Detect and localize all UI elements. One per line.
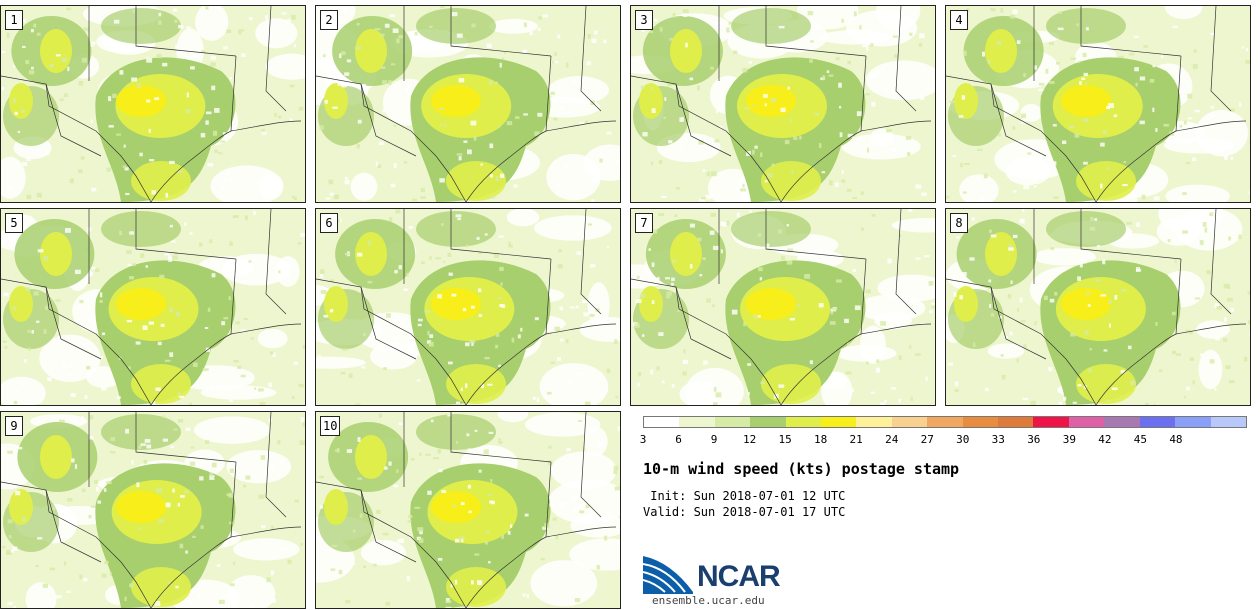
valid-time: Valid: Sun 2018-07-01 17 UTC [643,505,846,519]
legend-swatch-12 [1068,417,1105,427]
legend-tick-15: 15 [778,433,792,446]
legend-tick-9: 9 [710,433,718,446]
ensemble-member-panel-8[interactable]: 8 [945,208,1251,406]
wind-speed-map [316,412,620,608]
legend-tick-3: 3 [639,433,647,446]
legend-swatch-8 [927,417,963,427]
legend-tick-36: 36 [1027,433,1041,446]
legend-tick-39: 39 [1062,433,1076,446]
legend-tick-18: 18 [814,433,828,446]
member-number-label: 4 [950,10,968,30]
legend-tick-45: 45 [1133,433,1148,446]
legend-tick-labels: 3 6 9 12 15 18 21 24 27 30 33 36 39 42 45 48 [639,433,1247,447]
init-time: Init: Sun 2018-07-01 12 UTC [643,489,846,503]
legend-swatch-13 [1104,417,1140,427]
ensemble-member-panel-6[interactable]: 6 [315,208,621,406]
wind-speed-map [946,209,1250,405]
legend-swatch-2 [714,417,751,427]
legend-tick-24: 24 [885,433,899,446]
ncar-logo-icon [643,556,693,594]
logo-url: ensemble.ucar.edu [652,594,765,607]
wind-speed-map [946,6,1250,202]
wind-speed-map [631,6,935,202]
legend-tick-48: 48 [1169,433,1183,446]
member-number-label: 7 [635,213,653,233]
ensemble-member-panel-4[interactable]: 4 [945,5,1251,203]
member-number-label: 8 [950,213,968,233]
member-number-label: 6 [320,213,338,233]
legend-swatch-14 [1139,417,1176,427]
ensemble-member-panel-7[interactable]: 7 [630,208,936,406]
member-number-label: 2 [320,10,338,30]
legend-tick-27: 27 [920,433,934,446]
legend-tick-6: 6 [675,433,682,446]
ensemble-member-panel-5[interactable]: 5 [0,208,306,406]
wind-speed-map [1,6,305,202]
legend-tick-21: 21 [849,433,863,446]
legend-tick-12: 12 [742,433,757,446]
wind-speed-map [1,209,305,405]
member-number-label: 9 [5,416,23,436]
ensemble-member-panel-3[interactable]: 3 [630,5,936,203]
plot-title: 10-m wind speed (kts) postage stamp [643,460,960,478]
color-scale-legend [643,416,1247,428]
wind-speed-map [316,6,620,202]
legend-swatch-3 [750,417,786,427]
member-number-label: 3 [635,10,653,30]
logo-name: NCAR [697,560,781,593]
ensemble-member-panel-9[interactable]: 9 [0,411,306,609]
member-number-label: 10 [320,416,341,436]
legend-tick-42: 42 [1098,433,1112,446]
legend-tick-33: 33 [991,433,1005,446]
legend-swatch-1 [679,417,715,427]
legend-tick-30: 30 [956,433,970,446]
legend-swatch-4 [785,417,822,427]
ensemble-member-panel-1[interactable]: 1 [0,5,306,203]
legend-swatch-6 [856,417,892,427]
legend-swatch-0 [644,417,680,427]
legend-swatch-11 [1033,417,1069,427]
wind-speed-map [1,412,305,608]
ensemble-member-panel-2[interactable]: 2 [315,5,621,203]
ensemble-member-panel-10[interactable]: 10 [315,411,621,609]
legend-swatch-10 [998,417,1034,427]
legend-swatch-9 [962,417,999,427]
wind-speed-map [631,209,935,405]
legend-swatch-7 [891,417,928,427]
wind-speed-map [316,209,620,405]
legend-swatch-15 [1175,417,1211,427]
member-number-label: 1 [5,10,23,30]
legend-swatch-16 [1210,417,1246,427]
legend-swatch-5 [821,417,857,427]
member-number-label: 5 [5,213,23,233]
